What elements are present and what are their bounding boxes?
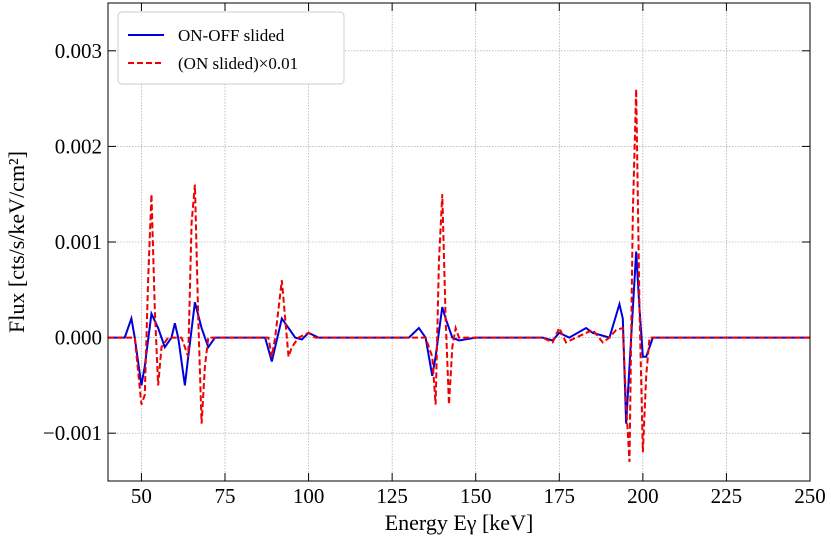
y-tick-label: 0.000	[55, 326, 102, 350]
x-tick-label: 150	[460, 484, 492, 508]
legend: ON-OFF slided (ON slided)×0.01	[117, 11, 345, 85]
x-axis-label: Energy Eγ [keV]	[385, 510, 534, 535]
x-tick-label: 200	[627, 484, 659, 508]
x-tick-label: 250	[794, 484, 826, 508]
x-tick-label: 50	[131, 484, 152, 508]
x-tick-label: 225	[711, 484, 743, 508]
y-tick-label: 0.002	[55, 134, 102, 158]
x-tick-label: 100	[293, 484, 325, 508]
legend-box	[117, 11, 345, 85]
y-axis-label: Flux [cts/s/keV/cm²]	[4, 151, 29, 333]
series-line	[108, 89, 810, 462]
plot-frame	[107, 2, 811, 482]
x-tick-label: 125	[376, 484, 408, 508]
y-tick-label: 0.003	[55, 39, 102, 63]
legend-label: ON-OFF slided	[178, 26, 285, 45]
x-tick-label: 175	[544, 484, 576, 508]
y-tick-label: 0.001	[55, 230, 102, 254]
y-tick-label: −0.001	[43, 421, 102, 445]
x-tick-label: 75	[215, 484, 236, 508]
legend-label: (ON slided)×0.01	[178, 54, 298, 73]
